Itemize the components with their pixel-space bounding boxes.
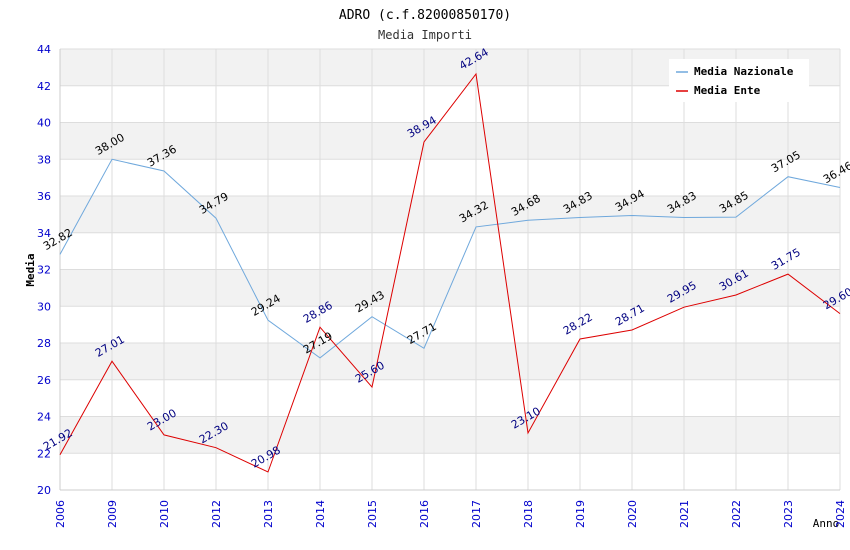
legend-box <box>669 59 809 102</box>
chart-title: ADRO (c.f.82000850170) <box>339 8 511 23</box>
x-tick-label: 2017 <box>470 500 483 528</box>
grid-band <box>60 196 840 233</box>
y-tick-label: 44 <box>37 43 51 56</box>
chart-subtitle: Media Importi <box>378 28 472 42</box>
data-label: 31.75 <box>769 246 803 273</box>
y-axis-title: Media <box>24 253 37 286</box>
grid-band <box>60 122 840 160</box>
y-tick-label: 28 <box>37 337 51 350</box>
grid-band <box>60 343 840 380</box>
x-tick-label: 2018 <box>522 500 535 528</box>
x-tick-label: 2010 <box>158 500 171 528</box>
x-tick-label: 2022 <box>730 500 743 528</box>
x-tick-label: 2009 <box>106 500 119 528</box>
x-tick-label: 2021 <box>678 500 691 528</box>
legend-label-media-ente: Media Ente <box>694 84 761 97</box>
x-tick-label: 2014 <box>314 500 327 528</box>
y-tick-label: 40 <box>37 117 51 130</box>
y-tick-label: 42 <box>37 80 51 93</box>
y-tick-labels: 20 22 24 26 28 30 32 34 36 38 40 42 44 <box>37 43 51 497</box>
y-tick-label: 38 <box>37 153 51 166</box>
x-tick-labels: 2006 2009 2010 2012 2013 2014 2015 2016 2017 2018… <box>54 500 847 528</box>
series-line-media-ente <box>59 72 841 473</box>
legend: Media Nazionale Media Ente <box>669 59 809 102</box>
data-label: 36.46 <box>821 159 850 186</box>
y-tick-label: 30 <box>37 300 51 313</box>
x-tick-label: 2006 <box>54 500 67 528</box>
y-tick-label: 32 <box>37 264 51 277</box>
x-tick-label: 2024 <box>834 500 847 528</box>
series-lines <box>59 72 841 473</box>
y-tick-label: 36 <box>37 190 51 203</box>
x-axis-title: Anno <box>813 517 840 530</box>
x-tick-label: 2016 <box>418 500 431 528</box>
y-tick-label: 34 <box>37 227 51 240</box>
x-tick-label: 2019 <box>574 500 587 528</box>
plot-background-bands <box>60 49 840 454</box>
data-label: 28.22 <box>561 311 595 338</box>
legend-label-media-nazionale: Media Nazionale <box>694 65 794 78</box>
x-tick-label: 2012 <box>210 500 223 528</box>
series-line-media-nazionale <box>59 158 841 359</box>
x-tick-label: 2015 <box>366 500 379 528</box>
y-tick-label: 26 <box>37 374 51 387</box>
y-tick-label: 20 <box>37 484 51 497</box>
y-tick-label: 24 <box>37 411 51 424</box>
x-tick-label: 2023 <box>782 500 795 528</box>
y-tick-label: 22 <box>37 447 51 460</box>
x-tick-label: 2013 <box>262 500 275 528</box>
x-tick-label: 2020 <box>626 500 639 528</box>
grid-band <box>60 416 840 454</box>
